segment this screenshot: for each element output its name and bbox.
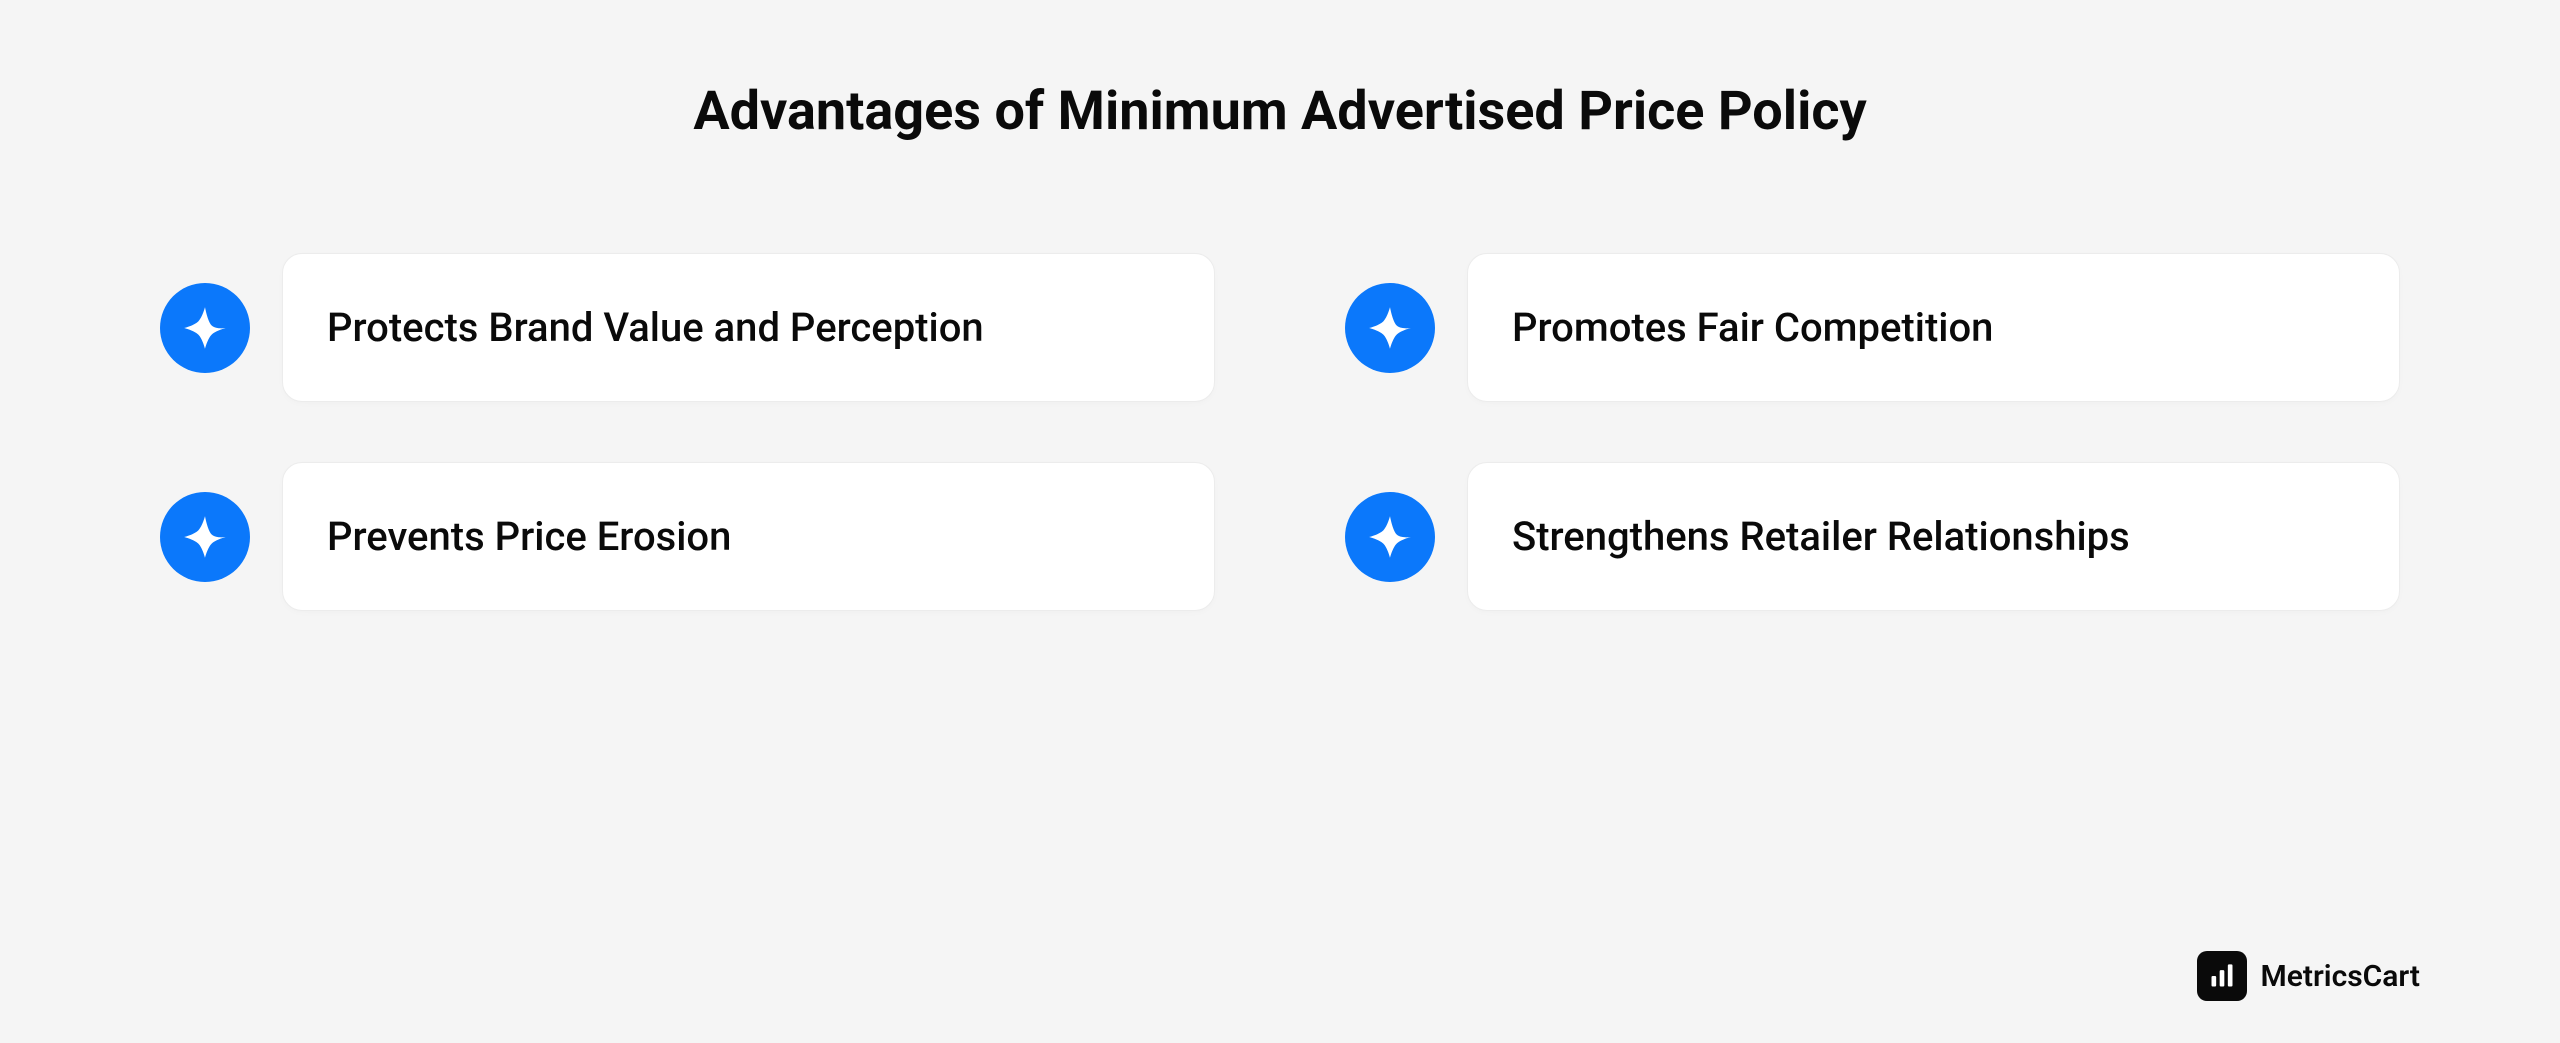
brand-logo: MetricsCart bbox=[2197, 951, 2420, 1001]
advantage-card: Promotes Fair Competition bbox=[1467, 253, 2400, 402]
sparkle-icon bbox=[160, 283, 250, 373]
advantage-card: Prevents Price Erosion bbox=[282, 462, 1215, 611]
advantage-label: Protects Brand Value and Perception bbox=[327, 304, 1170, 351]
advantage-item: Strengthens Retailer Relationships bbox=[1345, 462, 2400, 611]
advantage-label: Prevents Price Erosion bbox=[327, 513, 1170, 560]
logo-text: MetricsCart bbox=[2261, 959, 2420, 994]
advantages-grid: Protects Brand Value and Perception Prom… bbox=[140, 253, 2420, 611]
advantage-item: Prevents Price Erosion bbox=[160, 462, 1215, 611]
logo-badge-icon bbox=[2197, 951, 2247, 1001]
advantage-card: Protects Brand Value and Perception bbox=[282, 253, 1215, 402]
sparkle-icon bbox=[1345, 283, 1435, 373]
page-title: Advantages of Minimum Advertised Price P… bbox=[140, 80, 2420, 143]
advantage-item: Protects Brand Value and Perception bbox=[160, 253, 1215, 402]
advantage-item: Promotes Fair Competition bbox=[1345, 253, 2400, 402]
advantage-label: Promotes Fair Competition bbox=[1512, 304, 2355, 351]
sparkle-icon bbox=[1345, 492, 1435, 582]
sparkle-icon bbox=[160, 492, 250, 582]
advantage-label: Strengthens Retailer Relationships bbox=[1512, 513, 2355, 560]
advantage-card: Strengthens Retailer Relationships bbox=[1467, 462, 2400, 611]
